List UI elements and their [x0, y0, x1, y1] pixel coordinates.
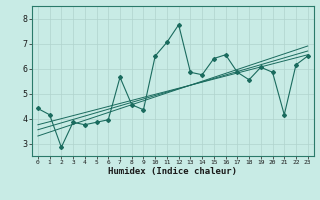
X-axis label: Humidex (Indice chaleur): Humidex (Indice chaleur) [108, 167, 237, 176]
